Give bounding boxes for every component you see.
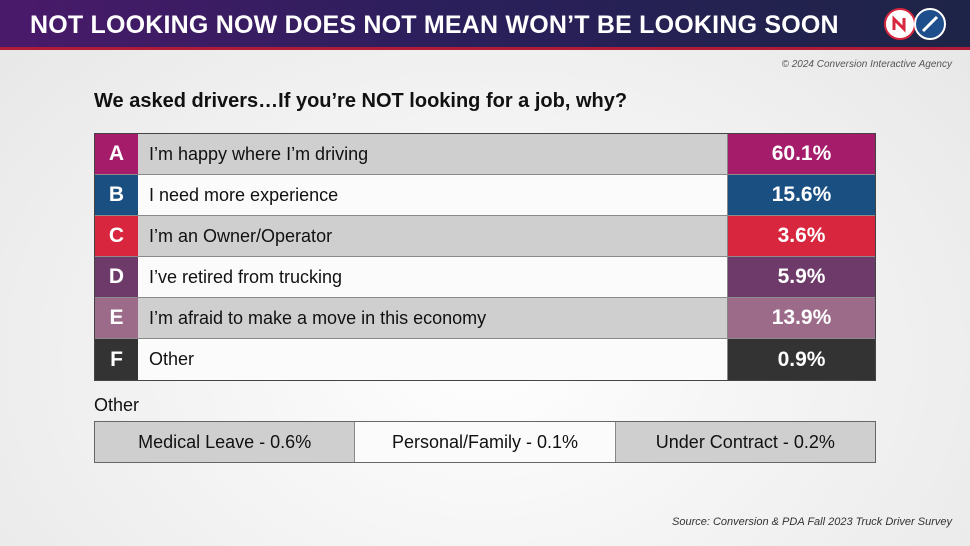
row-label: Other [138,339,728,380]
other-breakdown: Medical Leave - 0.6% Personal/Family - 0.… [94,421,876,463]
row-letter: F [95,339,138,380]
other-label: Other [94,395,140,415]
row-percentage: 3.6% [728,216,875,256]
row-label: I’ve retired from trucking [138,257,728,297]
other-item: Under Contract - 0.2% [615,422,875,462]
table-row: D I’ve retired from trucking 5.9% [95,257,875,298]
row-letter: B [95,175,138,215]
row-percentage: 5.9% [728,257,875,297]
response-table: A I’m happy where I’m driving 60.1% B I need… [94,133,876,381]
chart-title: We asked drivers…If you’re NOT looking f… [94,90,628,112]
row-percentage: 15.6% [728,175,875,215]
compass-logo-icon [914,8,946,40]
row-percentage: 0.9% [728,339,875,380]
page-title: NOT LOOKING NOW DOES NOT MEAN WON’T BE L… [30,11,839,39]
row-label: I’m an Owner/Operator [138,216,728,256]
source-note: Source: Conversion & PDA Fall 2023 Truck… [672,516,952,528]
table-row: A I’m happy where I’m driving 60.1% [95,134,875,175]
row-label: I’m afraid to make a move in this econom… [138,298,728,338]
row-letter: A [95,134,138,174]
copyright-text: © 2024 Conversion Interactive Agency [781,59,952,70]
other-item: Personal/Family - 0.1% [355,422,616,462]
row-percentage: 13.9% [728,298,875,338]
table-row: C I’m an Owner/Operator 3.6% [95,216,875,257]
row-percentage: 60.1% [728,134,875,174]
header-banner: NOT LOOKING NOW DOES NOT MEAN WON’T BE L… [0,0,970,50]
logo-icon [884,8,916,40]
table-row: F Other 0.9% [95,339,875,380]
row-letter: C [95,216,138,256]
other-item: Medical Leave - 0.6% [95,422,356,462]
row-label: I need more experience [138,175,728,215]
row-letter: E [95,298,138,338]
table-row: E I’m afraid to make a move in this econo… [95,298,875,339]
row-label: I’m happy where I’m driving [138,134,728,174]
row-letter: D [95,257,138,297]
